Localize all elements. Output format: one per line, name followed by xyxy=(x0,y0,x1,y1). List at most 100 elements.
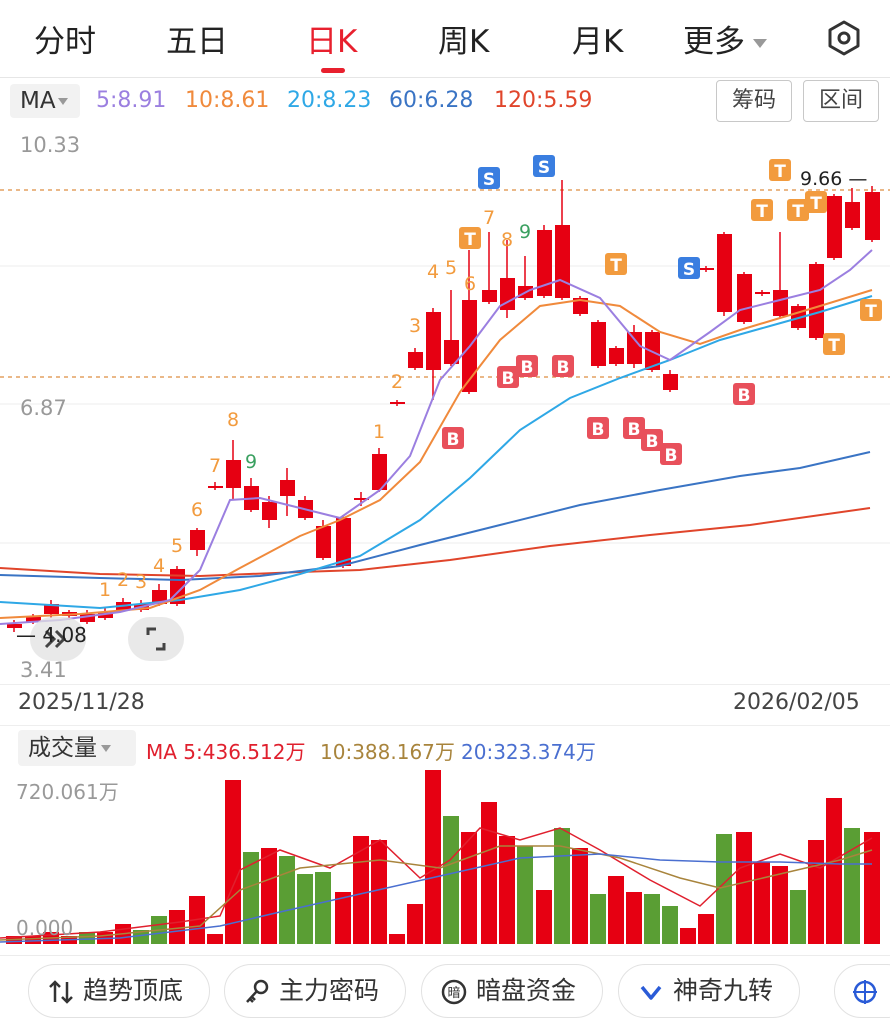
trend-top-bottom-button[interactable]: 趋势顶底 xyxy=(28,964,210,1018)
buy-signal-badge xyxy=(587,417,609,439)
magic-nine-turn-label: 神奇九转 xyxy=(673,976,774,1005)
volume-chart[interactable]: 720.061万 0.000 xyxy=(0,770,890,950)
buy-signal-label: B xyxy=(447,430,460,450)
volume-axis-top: 720.061万 xyxy=(16,780,119,804)
volume-bar xyxy=(736,832,752,944)
buy-signal-badge xyxy=(641,429,663,451)
range-button[interactable]: 区间 xyxy=(803,80,879,122)
top-signal-badge xyxy=(751,199,773,221)
candle-body xyxy=(44,604,59,614)
nine-turn-count: 7 xyxy=(209,455,221,477)
tab-weekly-k[interactable]: 周K xyxy=(438,24,490,60)
volume-bar xyxy=(499,836,515,944)
volume-bar xyxy=(772,866,788,944)
buy-signal-label: B xyxy=(665,446,678,466)
candle-body xyxy=(717,234,732,312)
main-force-code-label: 主力密码 xyxy=(279,976,380,1005)
magic-nine-turn-button[interactable]: 神奇九转 xyxy=(618,964,800,1018)
price-axis-mid: 6.87 xyxy=(20,396,67,420)
candle-body xyxy=(262,502,277,520)
nine-turn-count: 1 xyxy=(373,421,385,443)
buy-signal-label: B xyxy=(592,420,605,440)
buy-signal-label: B xyxy=(646,432,659,452)
crosshair-icon xyxy=(853,980,877,1004)
ma120-value: 120:5.59 xyxy=(494,88,593,113)
tab-five-day[interactable]: 五日 xyxy=(166,24,228,60)
volume-bar xyxy=(590,894,606,944)
settings-hexagon-icon[interactable] xyxy=(824,18,864,58)
candle-body xyxy=(190,530,205,550)
ma10-value: 10:8.61 xyxy=(185,88,270,113)
top-signal-label: T xyxy=(792,202,804,222)
volume-bar xyxy=(844,828,860,944)
double-chevron-right-icon xyxy=(44,629,67,649)
more-tools-button[interactable] xyxy=(834,964,890,1018)
dark-pool-funds-label: 暗盘资金 xyxy=(476,976,577,1005)
candle-body xyxy=(865,192,880,240)
candle-body xyxy=(555,225,570,298)
nine-turn-count: 3 xyxy=(409,315,421,337)
tab-monthly-k[interactable]: 月K xyxy=(572,24,624,60)
candle-body xyxy=(444,340,459,364)
chevron-down-icon xyxy=(101,745,111,752)
volume-bar xyxy=(243,852,259,944)
top-signal-label: T xyxy=(756,202,768,222)
tab-more[interactable]: 更多 xyxy=(683,16,767,61)
buy-signal-label: B xyxy=(738,386,751,406)
date-axis xyxy=(0,684,890,726)
tab-more-label: 更多 xyxy=(683,24,745,60)
ma10-line xyxy=(0,289,873,619)
nine-turn-count: 7 xyxy=(483,207,495,229)
nine-turn-count: 5 xyxy=(445,257,457,279)
candle-body xyxy=(699,268,714,270)
volume-bar xyxy=(461,832,477,944)
main-force-code-button[interactable]: 主力密码 xyxy=(224,964,406,1018)
buy-signal-label: B xyxy=(628,420,641,440)
volume-bar xyxy=(517,846,533,944)
nine-turn-count: 5 xyxy=(171,535,183,557)
expand-left-button[interactable] xyxy=(30,617,86,661)
top-signal-label: T xyxy=(774,162,786,182)
candle-body xyxy=(26,617,41,622)
nine-turn-count: 4 xyxy=(153,555,165,577)
active-tab-indicator xyxy=(321,68,345,73)
candle-body xyxy=(152,590,167,604)
candle-body xyxy=(280,480,295,496)
candle-body xyxy=(98,612,113,618)
volume-bar xyxy=(662,906,678,944)
buy-signal-badge xyxy=(516,355,538,377)
dark-pool-funds-button[interactable]: 暗 暗盘资金 xyxy=(421,964,603,1018)
vol-ma5-value: MA 5:436.512万 xyxy=(146,740,306,764)
candle-body xyxy=(773,290,788,316)
buy-signal-badge xyxy=(733,383,755,405)
tab-daily-k[interactable]: 日K xyxy=(306,24,358,60)
candle-body xyxy=(426,312,441,370)
trend-arrows-icon xyxy=(49,980,73,1004)
vol-ma20-value: 20:323.374万 xyxy=(461,740,596,764)
key-icon xyxy=(246,979,269,1003)
chevron-down-icon xyxy=(753,39,767,48)
candle-body xyxy=(663,374,678,390)
volume-bar xyxy=(644,894,660,944)
volume-bar xyxy=(79,932,95,944)
nine-turn-count: 9 xyxy=(245,451,257,473)
volume-bar xyxy=(389,934,405,944)
volume-indicator-select[interactable]: 成交量 xyxy=(18,730,136,766)
top-signal-badge xyxy=(605,253,627,275)
tab-intraday[interactable]: 分时 xyxy=(34,24,96,60)
fullscreen-button[interactable] xyxy=(128,617,184,661)
period-tabs: 分时 五日 日K 周K 月K 更多 xyxy=(0,0,890,78)
top-signal-badge xyxy=(823,333,845,355)
sell-signal-badge xyxy=(478,167,500,189)
volume-bar xyxy=(808,840,824,944)
volume-bar xyxy=(225,780,241,944)
volume-bar xyxy=(536,890,552,944)
nine-turn-count: 2 xyxy=(391,371,403,393)
candle-body xyxy=(627,332,642,364)
ma20-line xyxy=(0,295,873,610)
chip-distribution-button[interactable]: 筹码 xyxy=(716,80,792,122)
volume-bar xyxy=(315,872,331,944)
ma-indicator-select[interactable]: MA xyxy=(10,84,80,118)
